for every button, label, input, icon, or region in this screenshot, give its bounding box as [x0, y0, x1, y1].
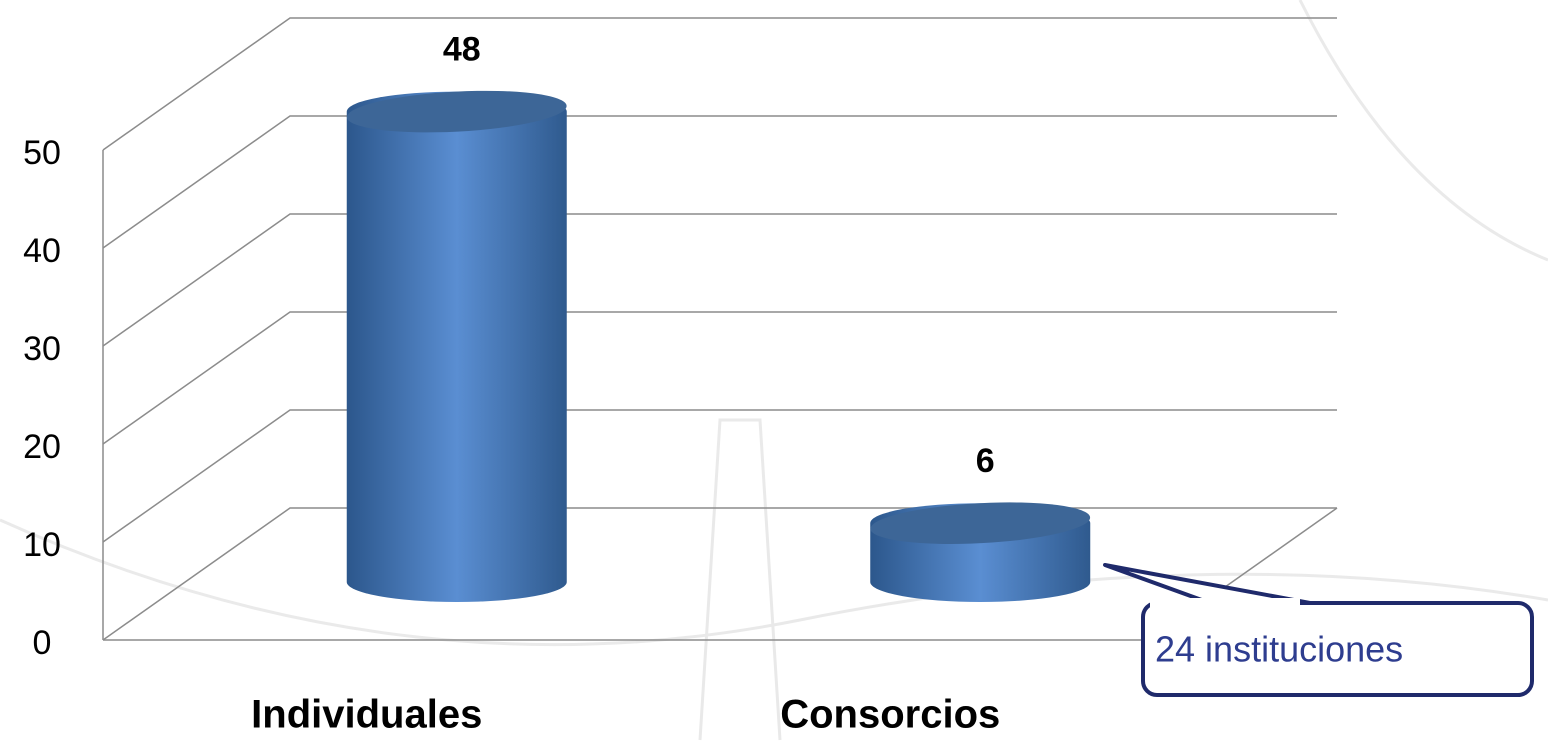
- y-tick-label: 20: [23, 428, 61, 466]
- value-label: 6: [976, 442, 995, 480]
- callout-box: [1141, 601, 1534, 697]
- callout: 24 instituciones: [1103, 563, 1534, 697]
- callout-joint: [1150, 598, 1300, 608]
- cylinder-top: [346, 90, 567, 133]
- y-tick-label: 10: [23, 526, 61, 564]
- y-tick-label: 40: [23, 232, 61, 270]
- grid-line: [102, 115, 1337, 249]
- y-tick-label: 0: [33, 624, 52, 662]
- grid-line: [102, 409, 1337, 543]
- y-tick-label: 50: [23, 134, 61, 172]
- grid-line: [102, 213, 1337, 347]
- plot: 0 10 20 30 40 50 Individuales 48 Consorcios 6: [23, 17, 1338, 737]
- grid-line: [102, 311, 1337, 445]
- grid-line: [102, 17, 1337, 151]
- y-tick-label: 30: [23, 330, 61, 368]
- value-label: 48: [443, 31, 481, 69]
- cylinder-top: [870, 502, 1091, 544]
- cylinder: [346, 91, 567, 602]
- x-tick-label: Consorcios: [780, 693, 1000, 737]
- annotation: 24 instituciones: [1155, 629, 1403, 670]
- x-tick-label: Individuales: [251, 693, 482, 737]
